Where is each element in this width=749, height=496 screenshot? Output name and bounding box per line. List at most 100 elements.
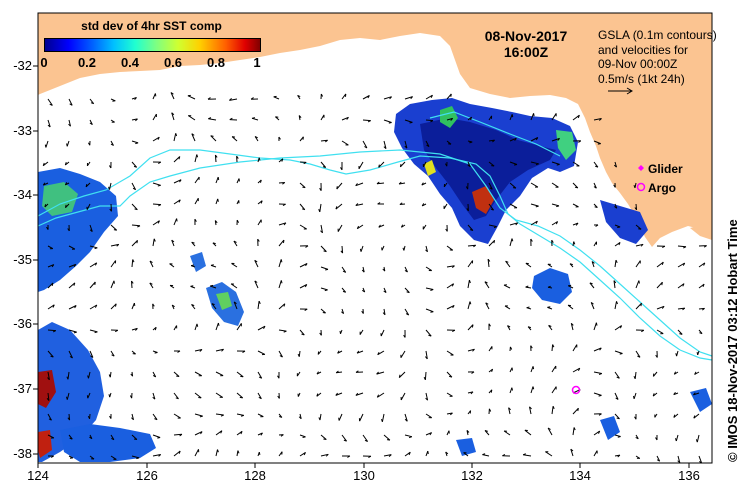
- velocity-vector: [152, 392, 156, 400]
- velocity-vector-head: [277, 395, 280, 399]
- velocity-vector-head: [450, 93, 452, 97]
- velocity-vector: [551, 203, 560, 207]
- velocity-vector-head: [404, 418, 408, 422]
- velocity-vector: [194, 413, 203, 417]
- velocity-vector-head: [364, 439, 368, 442]
- velocity-vector-head: [297, 353, 300, 357]
- velocity-vector-head: [398, 181, 402, 185]
- velocity-vector: [614, 350, 623, 354]
- velocity-vector: [488, 161, 495, 167]
- velocity-vector-head: [278, 136, 281, 140]
- velocity-vector-head: [361, 269, 365, 273]
- velocity-vector: [89, 245, 98, 249]
- velocity-vector-head: [108, 374, 111, 378]
- velocity-vector-head: [490, 389, 493, 393]
- velocity-vector: [68, 245, 76, 250]
- velocity-vector: [320, 266, 329, 270]
- velocity-vector-head: [136, 457, 140, 460]
- velocity-vector-head: [109, 208, 112, 212]
- velocity-vector: [194, 449, 199, 457]
- velocity-vector: [572, 367, 581, 373]
- velocity-vector-head: [217, 322, 220, 326]
- velocity-vector-head: [488, 323, 491, 327]
- velocity-vector-head: [258, 300, 261, 305]
- velocity-vector: [675, 434, 679, 442]
- velocity-vector: [88, 371, 91, 379]
- velocity-vector: [131, 302, 135, 310]
- velocity-vector-head: [340, 167, 343, 171]
- velocity-vector-head: [530, 238, 533, 242]
- velocity-vector-head: [362, 289, 365, 293]
- velocity-vector-head: [260, 432, 263, 436]
- velocity-vector-head: [324, 139, 328, 143]
- velocity-vector: [362, 119, 371, 122]
- velocity-vector-head: [347, 455, 351, 458]
- velocity-vector: [68, 350, 73, 359]
- velocity-vector: [530, 113, 535, 121]
- velocity-vector: [509, 222, 518, 226]
- velocity-vector-head: [130, 373, 133, 377]
- velocity-vector-head: [68, 123, 71, 127]
- velocity-vector: [89, 262, 97, 268]
- velocity-vector: [593, 322, 597, 331]
- velocity-vector-head: [633, 395, 635, 400]
- velocity-vector: [215, 322, 219, 331]
- velocity-vector-head: [355, 392, 359, 396]
- velocity-vector-head: [512, 187, 516, 189]
- velocity-vector: [173, 450, 181, 457]
- velocity-vector-head: [196, 323, 199, 327]
- velocity-vector: [488, 182, 493, 190]
- velocity-vector: [236, 430, 243, 436]
- velocity-vector-head: [42, 162, 45, 166]
- velocity-vector-head: [89, 122, 93, 126]
- velocity-vector: [42, 161, 49, 167]
- velocity-vector-head: [376, 394, 380, 398]
- velocity-vector: [482, 454, 490, 457]
- velocity-vector-head: [552, 406, 555, 409]
- velocity-vector-head: [298, 115, 302, 119]
- velocity-vector-head: [675, 353, 678, 357]
- velocity-vector-head: [491, 368, 494, 372]
- velocity-vector-head: [595, 165, 599, 168]
- velocity-vector-head: [577, 408, 579, 412]
- velocity-vector-head: [655, 354, 658, 358]
- velocity-vector: [446, 392, 453, 397]
- velocity-vector: [404, 140, 408, 149]
- velocity-vector-head: [280, 434, 284, 437]
- velocity-vector-head: [152, 303, 155, 307]
- lon-tick-label: 132: [461, 468, 483, 483]
- velocity-vector-head: [493, 240, 496, 244]
- gsla-contour-3: [429, 111, 561, 157]
- velocity-vector-head: [152, 396, 156, 400]
- velocity-vector: [488, 203, 494, 211]
- velocity-vector-head: [134, 438, 137, 440]
- velocity-vector-head: [190, 285, 194, 287]
- velocity-vector-head: [178, 156, 181, 160]
- velocity-vector: [131, 259, 134, 268]
- velocity-vector-head: [388, 122, 392, 124]
- velocity-vector-head: [282, 182, 286, 185]
- velocity-vector: [656, 329, 664, 335]
- velocity-vector: [590, 302, 595, 310]
- velocity-vector: [446, 304, 455, 310]
- axis-ticks: [33, 65, 690, 468]
- velocity-vector-head: [236, 219, 240, 223]
- velocity-vector: [614, 392, 619, 400]
- velocity-vectors: [42, 92, 707, 464]
- velocity-vector: [171, 112, 175, 121]
- velocity-vector-head: [530, 345, 533, 349]
- velocity-vector: [530, 182, 539, 188]
- lon-tick-label: 134: [569, 468, 591, 483]
- velocity-vector: [635, 280, 640, 289]
- colorbar-tick: 0.2: [77, 55, 97, 70]
- velocity-vector: [337, 224, 343, 232]
- gsla-line: 09-Nov 00:00Z: [598, 57, 678, 71]
- velocity-vector: [425, 392, 429, 401]
- velocity-vector: [355, 392, 364, 396]
- velocity-vector-head: [116, 244, 120, 247]
- velocity-vector: [194, 176, 200, 184]
- velocity-vector-head: [283, 222, 287, 226]
- velocity-vector-head: [302, 436, 306, 438]
- velocity-vector-head: [346, 116, 349, 120]
- velocity-vector-head: [356, 350, 360, 354]
